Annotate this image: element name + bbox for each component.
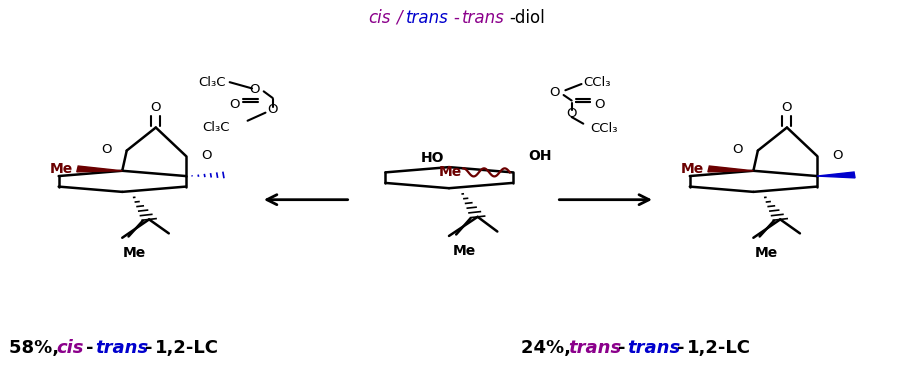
Text: 1,2-LC: 1,2-LC [155, 339, 219, 357]
Polygon shape [708, 166, 753, 172]
Text: O: O [550, 85, 559, 98]
Text: Me: Me [438, 165, 462, 179]
Text: -: - [677, 339, 685, 357]
Text: OH: OH [529, 149, 552, 163]
Text: -: - [86, 339, 93, 357]
Text: O: O [594, 98, 604, 111]
Text: O: O [101, 143, 111, 157]
Polygon shape [817, 172, 855, 178]
Text: trans: trans [95, 339, 149, 357]
Text: -: - [453, 9, 459, 27]
Text: 58%,: 58%, [9, 339, 65, 357]
Text: Cl₃C: Cl₃C [198, 76, 225, 89]
Text: O: O [567, 107, 577, 120]
Text: Me: Me [453, 244, 476, 258]
Text: cis: cis [56, 339, 84, 357]
Text: O: O [832, 149, 843, 162]
Text: O: O [229, 98, 240, 111]
Text: O: O [268, 103, 277, 116]
Text: O: O [201, 149, 212, 162]
Text: CCl₃: CCl₃ [591, 122, 618, 135]
Text: /: / [397, 9, 402, 27]
Text: trans: trans [406, 9, 449, 27]
Text: Me: Me [754, 246, 778, 260]
Text: Me: Me [123, 246, 146, 260]
Text: 24%,: 24%, [521, 339, 577, 357]
Text: O: O [781, 101, 792, 114]
Text: 1,2-LC: 1,2-LC [687, 339, 751, 357]
Text: trans: trans [462, 9, 505, 27]
Text: CCl₃: CCl₃ [584, 76, 611, 89]
Text: O: O [151, 101, 161, 114]
Text: O: O [732, 143, 743, 157]
Text: Cl₃C: Cl₃C [202, 121, 230, 134]
Text: -diol: -diol [509, 9, 545, 27]
Text: trans: trans [628, 339, 681, 357]
Text: trans: trans [568, 339, 621, 357]
Polygon shape [76, 166, 122, 172]
Text: -: - [618, 339, 626, 357]
Text: -: - [145, 339, 153, 357]
Text: Me: Me [681, 162, 704, 176]
Text: cis: cis [368, 9, 391, 27]
Text: Me: Me [49, 162, 73, 176]
Text: HO: HO [421, 151, 445, 165]
Text: O: O [250, 83, 260, 96]
